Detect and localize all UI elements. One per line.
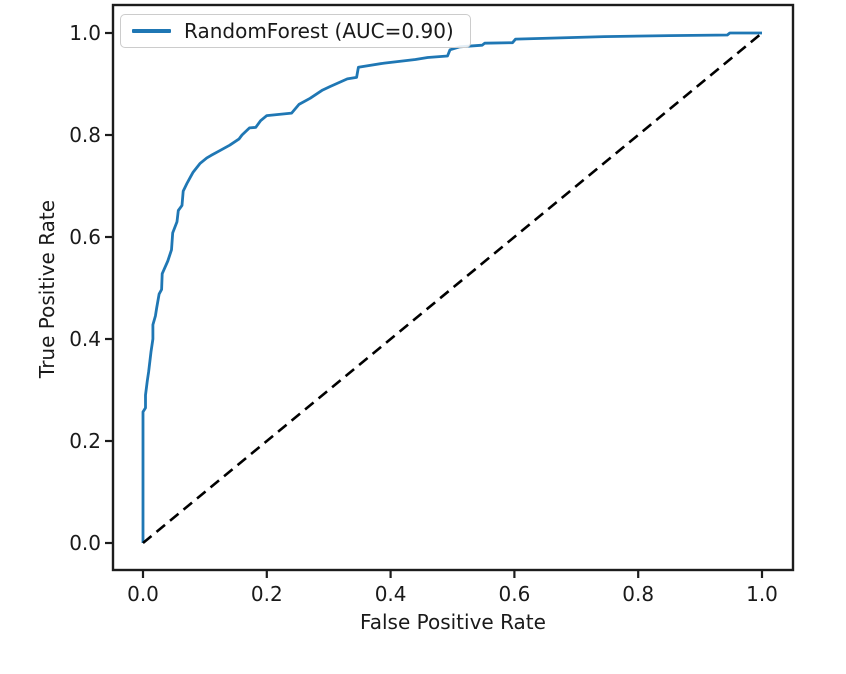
y-axis-label: True Positive Rate: [35, 199, 59, 379]
x-tick-label: 1.0: [746, 582, 778, 606]
x-tick-label: 0.8: [622, 582, 655, 606]
x-tick-label: 0.0: [127, 582, 159, 606]
y-tick-label: 0.4: [69, 327, 101, 351]
x-tick-label: 0.2: [250, 582, 283, 606]
legend: RandomForest (AUC=0.90): [120, 14, 471, 48]
chance-diagonal-line: [142, 31, 763, 545]
y-tick-label: 0.6: [69, 225, 101, 249]
y-tick-label: 0.2: [69, 429, 101, 453]
y-tick-label: 1.0: [69, 21, 101, 45]
legend-label: RandomForest (AUC=0.90): [184, 19, 454, 43]
x-axis-label: False Positive Rate: [360, 610, 546, 634]
y-tick-label: 0.0: [69, 531, 101, 555]
legend-line-sample: [132, 29, 171, 33]
y-tick-label: 0.8: [69, 123, 101, 147]
roc-curve-line: [141, 31, 762, 543]
plot-frame: [111, 3, 795, 572]
x-tick-label: 0.4: [374, 582, 407, 606]
x-tick-label: 0.6: [498, 582, 531, 606]
